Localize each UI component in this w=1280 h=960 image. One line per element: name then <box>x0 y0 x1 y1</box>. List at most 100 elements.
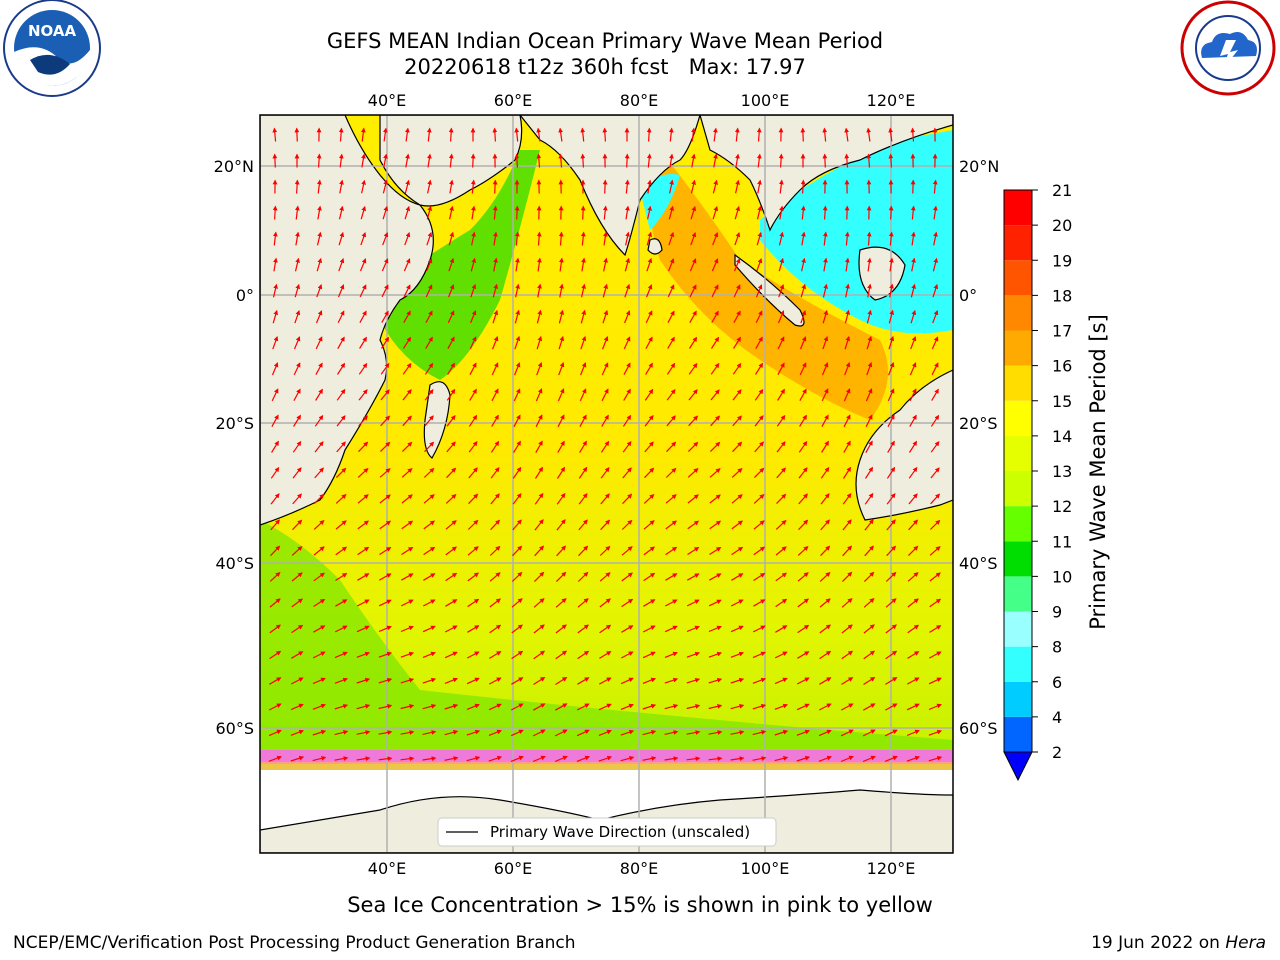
wave-arrow-icon <box>313 493 325 505</box>
wave-arrow-icon <box>866 127 872 142</box>
wave-arrow-icon <box>269 650 282 660</box>
wave-arrow-icon <box>642 677 656 684</box>
wave-arrow-icon <box>445 520 457 530</box>
wave-arrow-icon <box>317 205 322 220</box>
wave-arrow-icon <box>559 283 564 298</box>
wave-arrow-icon <box>865 440 873 453</box>
wave-arrow-icon <box>426 231 433 246</box>
wave-arrow-icon <box>313 546 325 556</box>
wave-arrow-icon <box>557 414 565 428</box>
wave-arrow-icon <box>686 625 700 633</box>
sumatra-land <box>734 253 805 327</box>
wave-arrow-icon <box>647 179 652 194</box>
wave-arrow-icon <box>556 519 566 531</box>
colorbar-swatch <box>1004 576 1032 612</box>
wave-arrow-icon <box>380 336 390 349</box>
wave-arrow-icon <box>444 756 459 761</box>
wave-arrow-icon <box>358 362 368 375</box>
wave-arrow-icon <box>273 257 278 272</box>
wave-arrow-icon <box>313 598 326 608</box>
wave-arrow-icon <box>334 756 349 761</box>
wave-arrow-icon <box>841 624 853 634</box>
wave-arrow-icon <box>294 309 301 324</box>
wave-arrow-icon <box>753 572 766 582</box>
wave-arrow-icon <box>357 546 370 556</box>
wave-arrow-icon <box>711 310 719 323</box>
wave-arrow-icon <box>358 415 368 427</box>
wave-arrow-icon <box>732 441 743 453</box>
wave-arrow-icon <box>712 232 719 246</box>
wave-arrow-icon <box>866 231 872 246</box>
wave-arrow-icon <box>470 179 476 194</box>
wave-arrow-icon <box>536 257 542 272</box>
wave-arrow-icon <box>932 310 939 324</box>
wave-arrow-icon <box>378 677 393 684</box>
wave-arrow-icon <box>427 179 432 194</box>
wave-arrow-icon <box>493 257 498 272</box>
wave-arrow-icon <box>642 756 657 761</box>
wave-arrow-icon <box>775 572 787 582</box>
wave-arrow-icon <box>534 492 544 505</box>
wave-arrow-icon <box>688 336 698 349</box>
wave-arrow-icon <box>314 467 324 479</box>
wave-arrow-icon <box>686 730 701 735</box>
wave-arrow-icon <box>688 415 699 427</box>
wave-arrow-icon <box>356 703 371 710</box>
wave-arrow-icon <box>536 309 542 324</box>
wave-arrow-icon <box>752 651 766 659</box>
wave-arrow-icon <box>580 335 587 350</box>
wave-arrow-icon <box>666 441 677 453</box>
wave-arrow-icon <box>665 573 678 581</box>
wave-arrow-icon <box>469 388 477 401</box>
wave-arrow-icon <box>643 572 656 582</box>
wave-arrow-icon <box>382 205 389 220</box>
wave-arrow-icon <box>864 519 874 531</box>
colorbar-swatch <box>1004 611 1032 647</box>
wave-arrow-icon <box>865 388 873 402</box>
wave-arrow-icon <box>555 676 568 686</box>
wave-arrow-icon <box>623 362 631 375</box>
wave-arrow-icon <box>534 466 544 479</box>
wave-arrow-icon <box>599 624 612 634</box>
wave-arrow-icon <box>336 388 346 401</box>
wave-arrow-icon <box>335 572 348 582</box>
wave-arrow-icon <box>687 468 699 478</box>
wave-arrow-icon <box>777 388 785 401</box>
wave-arrow-icon <box>819 677 832 685</box>
wave-arrow-icon <box>732 389 742 401</box>
wave-arrow-icon <box>778 257 785 272</box>
wave-arrow-icon <box>756 127 762 142</box>
wave-arrow-icon <box>753 520 765 530</box>
wave-arrow-icon <box>379 441 391 453</box>
wave-arrow-icon <box>709 573 722 581</box>
wave-arrow-icon <box>822 153 828 168</box>
wave-arrow-icon <box>731 573 744 581</box>
wave-arrow-icon <box>337 336 345 349</box>
wave-arrow-icon <box>514 231 520 246</box>
lat-tick-right-20s: 20°S <box>959 414 998 433</box>
wave-arrow-icon <box>401 468 413 478</box>
wave-arrow-icon <box>537 283 542 298</box>
wave-arrow-icon <box>602 283 609 298</box>
wave-arrow-icon <box>515 257 520 272</box>
wave-arrow-icon <box>752 703 767 710</box>
wave-arrow-icon <box>665 494 677 504</box>
wave-arrow-icon <box>687 546 700 556</box>
wave-arrow-icon <box>470 310 477 324</box>
wave-arrow-icon <box>556 466 566 479</box>
wave-arrow-icon <box>448 231 455 246</box>
wave-arrow-icon <box>577 571 589 582</box>
wave-arrow-icon <box>798 519 809 531</box>
wave-arrow-icon <box>796 703 810 711</box>
wave-arrow-icon <box>624 310 631 324</box>
wave-arrow-icon <box>819 571 831 582</box>
wave-arrow-icon <box>423 467 435 478</box>
wave-arrow-icon <box>471 205 476 220</box>
wave-arrow-icon <box>512 545 523 557</box>
legend-label: Primary Wave Direction (unscaled) <box>490 823 750 841</box>
wave-arrow-icon <box>492 205 498 220</box>
wave-arrow-icon <box>754 441 764 453</box>
wave-arrow-icon <box>272 231 278 246</box>
wave-arrow-icon <box>845 283 850 298</box>
wave-arrow-icon <box>689 284 697 298</box>
